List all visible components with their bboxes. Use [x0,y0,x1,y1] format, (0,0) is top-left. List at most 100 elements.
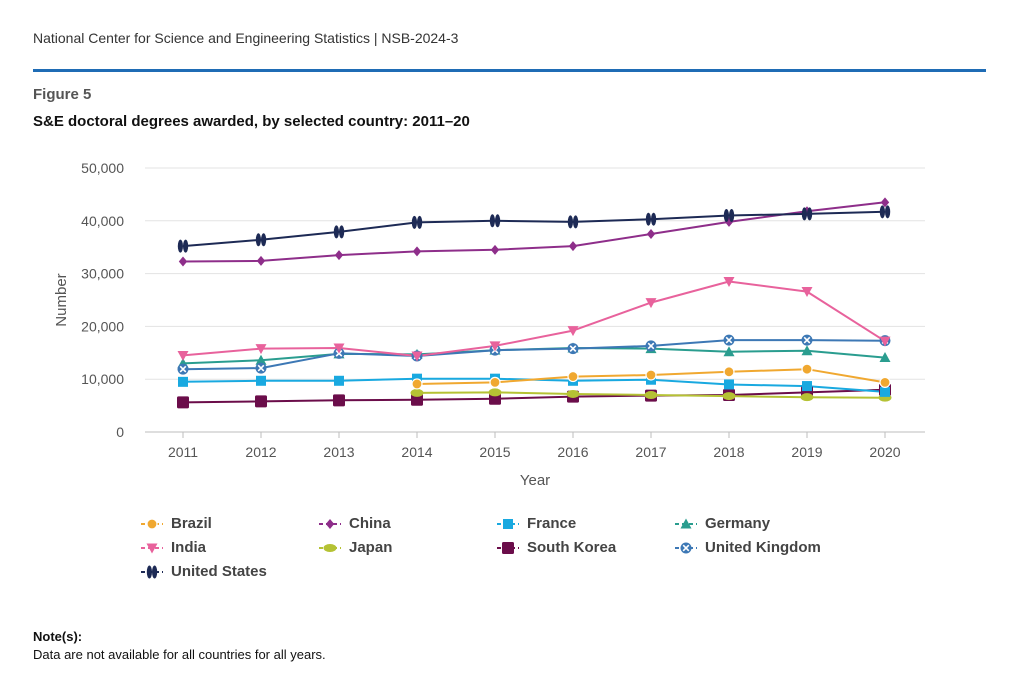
marker-circle-x [177,363,189,375]
marker-triangle-down [801,287,813,298]
legend-item-india[interactable]: India [140,538,318,557]
y-tick-label: 0 [116,424,124,440]
marker-triangle-down [567,326,579,337]
legend-swatch-icon [141,543,163,553]
x-tick-label: 2018 [713,444,744,460]
legend-item-united-states[interactable]: United States [140,562,318,581]
marker-ellipse [722,392,736,401]
note-text: Data are not available for all countries… [33,647,326,662]
marker-ellipse [410,388,424,397]
y-tick-label: 40,000 [81,213,124,229]
marker-triangle-down [411,351,423,362]
marker-circle [801,363,813,375]
marker-square [502,541,514,554]
x-tick-label: 2015 [479,444,510,460]
marker-circle-x-cross [257,364,265,372]
marker-diamond [325,518,335,529]
marker-square [178,376,188,387]
x-tick-label: 2011 [168,444,198,460]
series-line-india [182,280,886,357]
marker-triangle [879,352,891,363]
marker-double-ellipse-right [651,212,657,226]
marker-double-ellipse-left [723,209,730,223]
legend-label: India [171,539,207,556]
legend-item-brazil[interactable]: Brazil [140,514,318,533]
marker-double-ellipse-left [255,233,261,247]
y-tick-label: 20,000 [81,318,124,334]
marker-circle-x [680,542,692,553]
y-tick-label: 30,000 [81,266,124,282]
marker-circle-x-cross [725,336,733,344]
marker-double-ellipse-left [489,214,495,228]
marker-double-ellipse-left [177,239,183,253]
legend-swatch-icon [497,541,519,554]
marker-double-ellipse [723,209,735,223]
marker-circle [879,376,891,388]
marker-double-ellipse-right [729,209,735,223]
series-line-france [182,377,886,393]
marker-double-ellipse-left [645,212,652,226]
marker-diamond [412,246,422,257]
series-markers [177,197,892,409]
marker-triangle-down [723,277,735,288]
legend-item-france[interactable]: France [496,514,674,533]
marker-double-ellipse-left [411,215,417,229]
legend-label: United States [171,563,267,580]
marker-triangle-down [333,343,345,354]
marker-double-ellipse-left [567,215,574,229]
marker-diamond [568,241,578,252]
marker-diamond [334,250,344,261]
legend-item-china[interactable]: China [318,514,496,533]
marker-circle [411,378,423,390]
series-line-united-kingdom [182,339,886,371]
axes: 0 10,000 20,000 30,000 40,000 50,000 2011 2012 2… [53,160,925,489]
legend-label: United Kingdom [705,539,821,556]
marker-circle-x [567,343,579,355]
marker-double-ellipse [411,215,423,229]
marker-square [724,379,734,390]
marker-double-ellipse-right [807,207,813,221]
marker-circle-x-cross [682,544,690,551]
marker-triangle-down [177,350,189,361]
marker-circle-x-cross [803,336,811,344]
legend-label: France [527,515,577,532]
report-header: National Center for Science and Engineer… [33,30,459,46]
series-line-united-states [182,210,886,248]
figure-title: S&E doctoral degrees awarded, by selecte… [33,113,470,130]
y-tick-label: 10,000 [81,371,124,387]
series-markers-china [178,197,890,267]
marker-diamond [490,244,500,255]
marker-circle-x [723,334,735,346]
marker-circle [146,517,158,530]
y-tick-label: 50,000 [81,160,124,176]
legend-item-germany[interactable]: Germany [674,514,852,533]
marker-triangle-down [255,344,267,355]
marker-ellipse [800,393,814,402]
legend-item-united-kingdom[interactable]: United Kingdom [674,538,852,557]
marker-circle [645,369,657,381]
series-line-south-korea [182,388,886,404]
legend-swatch-icon [141,517,163,530]
marker-circle [567,370,579,383]
marker-double-ellipse-right [183,239,189,253]
x-tick-label: 2014 [401,444,432,460]
series-lines [182,201,886,404]
marker-ellipse [644,391,658,400]
marker-double-ellipse-left [879,205,886,219]
marker-triangle [680,518,692,528]
legend-label: Brazil [171,515,212,532]
marker-diamond [178,256,188,267]
series-markers-india [177,277,891,362]
marker-square [333,394,345,407]
marker-triangle [723,346,735,357]
marker-triangle-down [645,298,657,309]
x-tick-label: 2017 [635,444,666,460]
legend-item-south-korea[interactable]: South Korea [496,538,674,557]
marker-double-ellipse-right [417,215,423,229]
x-tick-label: 2013 [323,444,354,460]
legend-swatch-icon [497,518,519,529]
chart-legend: Brazil China France Germany India Japan South … [140,514,900,581]
legend-swatch-icon [675,518,697,528]
marker-double-ellipse-left [146,565,152,578]
legend-item-japan[interactable]: Japan [318,538,496,557]
